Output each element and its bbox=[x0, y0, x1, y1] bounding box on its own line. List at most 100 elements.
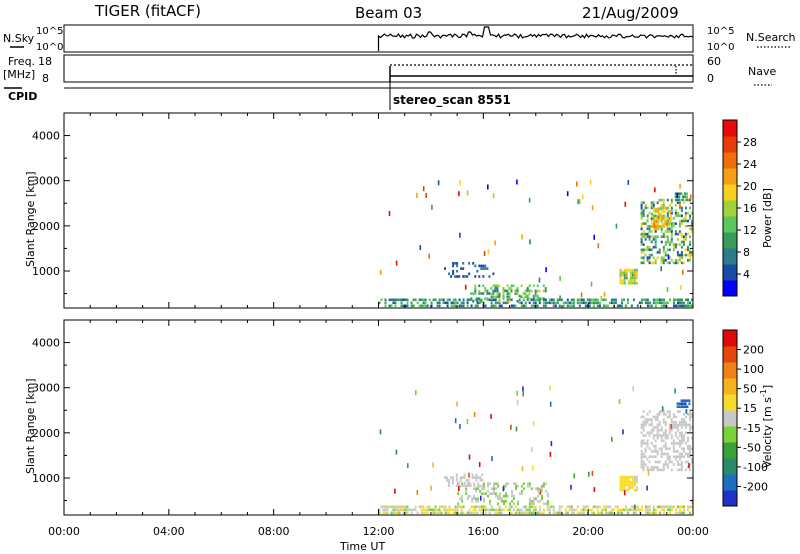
velocity-cell bbox=[540, 487, 543, 490]
velocity-cell bbox=[465, 479, 468, 482]
time-tick-label: 16:00 bbox=[467, 525, 499, 538]
power-colorbar-tick-label: 12 bbox=[743, 224, 757, 237]
velocity-cell bbox=[680, 418, 683, 421]
velocity-cell bbox=[549, 451, 552, 457]
velocity-cell bbox=[549, 385, 551, 391]
velocity-cell bbox=[572, 508, 575, 512]
velocity-cell bbox=[396, 505, 399, 509]
velocity-cell bbox=[652, 444, 655, 448]
power-cell bbox=[672, 261, 675, 265]
velocity-colorbar-frame bbox=[722, 329, 738, 507]
velocity-cell bbox=[660, 428, 663, 432]
power-cell bbox=[526, 287, 529, 290]
velocity-cell bbox=[540, 484, 543, 488]
power-cell bbox=[640, 217, 643, 220]
power-cell bbox=[520, 295, 523, 299]
power-cell bbox=[484, 267, 487, 270]
power-cell bbox=[681, 232, 683, 238]
velocity-cell bbox=[511, 492, 513, 495]
power-cell bbox=[428, 298, 431, 302]
velocity-cell bbox=[614, 505, 617, 509]
velocity-cell bbox=[477, 497, 480, 501]
power-cell bbox=[470, 304, 473, 308]
power-cell bbox=[644, 206, 647, 210]
velocity-cell bbox=[642, 420, 645, 424]
velocity-colorbar-tick-label: -50 bbox=[743, 441, 761, 454]
velocity-colorbar-tick-label: -15 bbox=[743, 422, 761, 435]
velocity-cell bbox=[676, 410, 679, 413]
power-cell bbox=[676, 259, 679, 262]
power-cell bbox=[578, 298, 581, 302]
power-cell bbox=[682, 198, 685, 201]
velocity-cell bbox=[648, 511, 651, 515]
power-cell bbox=[689, 259, 691, 262]
velocity-colorbar-segment bbox=[723, 378, 737, 395]
power-cell bbox=[654, 235, 657, 238]
velocity-cell bbox=[418, 505, 421, 509]
velocity-cell bbox=[688, 402, 691, 405]
power-cell bbox=[494, 240, 496, 246]
power-cell bbox=[660, 219, 663, 223]
velocity-cell bbox=[625, 483, 628, 487]
velocity-cell bbox=[672, 413, 675, 416]
power-cell bbox=[642, 235, 645, 238]
power-cell bbox=[636, 304, 639, 308]
power-cell bbox=[456, 301, 459, 305]
velocity-cell bbox=[679, 511, 681, 515]
velocity-cell bbox=[670, 460, 673, 464]
power-colorbar-tick-label: 28 bbox=[743, 136, 757, 149]
velocity-cell bbox=[646, 418, 649, 421]
power-cell bbox=[667, 222, 670, 226]
velocity-cell bbox=[635, 486, 638, 489]
velocity-cell bbox=[576, 511, 579, 515]
velocity-cell bbox=[630, 508, 633, 512]
velocity-cell bbox=[528, 511, 531, 515]
power-cell bbox=[474, 284, 477, 288]
velocity-cell bbox=[687, 460, 689, 464]
velocity-cell bbox=[666, 452, 669, 456]
power-cell bbox=[664, 230, 667, 233]
velocity-cell bbox=[480, 508, 483, 512]
velocity-cell bbox=[513, 497, 515, 501]
velocity-cell bbox=[672, 426, 675, 429]
velocity-cell bbox=[650, 466, 653, 469]
power-cell bbox=[510, 289, 513, 293]
power-cell bbox=[674, 204, 677, 207]
velocity-cell bbox=[484, 505, 487, 509]
velocity-cell bbox=[380, 505, 383, 509]
velocity-cell bbox=[642, 463, 645, 466]
power-cell bbox=[626, 298, 629, 302]
power-cell bbox=[657, 225, 660, 228]
power-cell bbox=[644, 253, 647, 257]
power-cell bbox=[685, 192, 688, 195]
velocity-cell bbox=[640, 458, 643, 461]
power-cell bbox=[402, 298, 405, 302]
velocity-cbar-label-sup: -1 bbox=[759, 389, 768, 397]
velocity-cell bbox=[475, 500, 478, 503]
velocity-cell bbox=[687, 439, 689, 443]
velocity-cell bbox=[620, 511, 623, 515]
velocity-cell bbox=[461, 497, 464, 501]
power-cell bbox=[468, 262, 471, 265]
power-cell bbox=[640, 227, 643, 231]
nsky-panel: N.Sky 10^5 10^0 10^5 10^0 N.Search bbox=[3, 24, 796, 53]
velocity-cell bbox=[542, 484, 545, 488]
power-cell bbox=[603, 291, 606, 297]
velocity-cell bbox=[394, 511, 397, 515]
power-cell bbox=[482, 267, 485, 270]
power-cell bbox=[689, 194, 692, 200]
velocity-cell bbox=[689, 447, 691, 450]
power-cell bbox=[462, 298, 465, 302]
power-cell bbox=[631, 274, 634, 277]
power-colorbar-segment bbox=[723, 264, 737, 281]
power-cell bbox=[510, 298, 513, 302]
power-cell bbox=[514, 304, 517, 308]
velocity-cell bbox=[672, 420, 675, 424]
nsky-tick-low: 10^0 bbox=[36, 42, 63, 53]
power-cell bbox=[682, 201, 685, 204]
velocity-cell bbox=[674, 431, 677, 435]
power-cell bbox=[682, 235, 685, 238]
power-cell bbox=[388, 211, 391, 216]
power-cell bbox=[466, 298, 469, 302]
